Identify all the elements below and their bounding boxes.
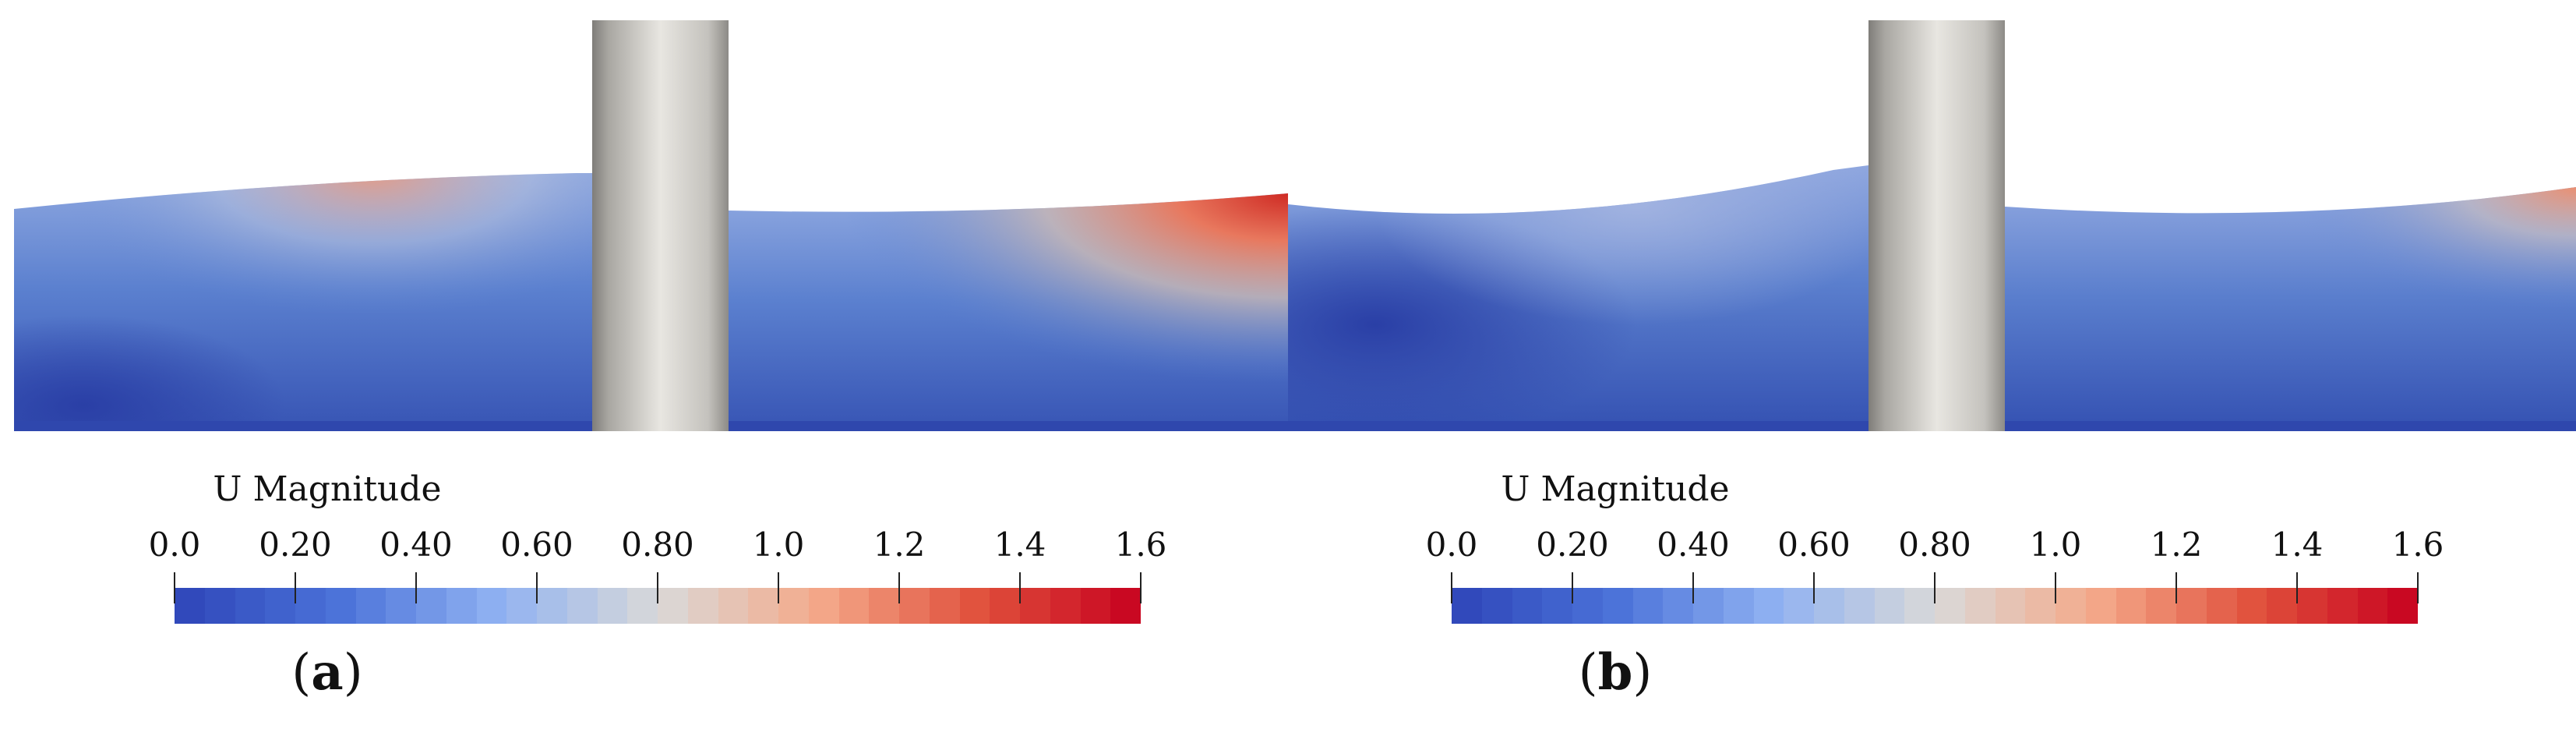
colorbar-tick-mark — [2175, 572, 2177, 603]
colorbar-tick-label: 1.2 — [873, 526, 926, 564]
colorbar-tick-label: 1.4 — [993, 526, 1046, 564]
colorbar-b — [1452, 588, 2418, 624]
colorbar-tick-label: 0.60 — [1777, 526, 1851, 564]
colorbar-tick-label: 0.40 — [379, 526, 453, 564]
colorbar-tick-mark — [2417, 572, 2419, 603]
colorbar-title-b: U Magnitude — [1501, 469, 1730, 509]
colorbar-tick-mark — [1813, 572, 1815, 603]
colorbar-tick-label: 1.0 — [752, 526, 805, 564]
velocity-field-a — [14, 20, 1288, 431]
colorbar-tick-label: 0.40 — [1657, 526, 1730, 564]
colorbar-tick-mark — [657, 572, 658, 603]
colorbar-tick-mark — [174, 572, 175, 603]
colorbar-tick-mark — [1572, 572, 1573, 603]
colorbar-tick-mark — [1934, 572, 1936, 603]
colorbar-tick-mark — [898, 572, 900, 603]
colorbar-tick-label: 1.2 — [2150, 526, 2203, 564]
colorbar-tick-label: 0.60 — [500, 526, 573, 564]
colorbar-tick-mark — [1451, 572, 1452, 603]
cylinder-a — [592, 20, 729, 431]
colorbar-tick-mark — [415, 572, 417, 603]
colorbar-tick-mark — [2296, 572, 2298, 603]
colorbar-tick-label: 0.20 — [1536, 526, 1609, 564]
panel-label-a: (a) — [291, 643, 363, 702]
colorbar-tick-label: 0.0 — [148, 526, 201, 564]
colorbar-a — [175, 588, 1141, 624]
cylinder-b — [1868, 20, 2005, 431]
colorbar-tick-mark — [778, 572, 779, 603]
colorbar-tick-label: 0.80 — [621, 526, 694, 564]
panel-label-b: (b) — [1578, 643, 1653, 702]
panel-b: U Magnitude (b) 0.0 0.20 0.40 0.60 0.80 1.0 1.… — [1288, 0, 2576, 729]
colorbar-tick-label: 1.4 — [2271, 526, 2324, 564]
colorbar-tick-mark — [1140, 572, 1142, 603]
panel-a: U Magnitude (a) 0.0 0.20 0.40 0.60 0.80 1.0 1.… — [14, 20, 1288, 702]
colorbar-tick-mark — [2055, 572, 2056, 603]
colorbar-tick-label: 0.80 — [1898, 526, 1971, 564]
colorbar-tick-label: 0.20 — [259, 526, 332, 564]
colorbar-tick-label: 0.0 — [1425, 526, 1478, 564]
colorbar-tick-mark — [1019, 572, 1021, 603]
colorbar-tick-mark — [1692, 572, 1694, 603]
colorbar-title-a: U Magnitude — [213, 469, 442, 509]
colorbar-tick-label: 1.6 — [1114, 526, 1167, 564]
colorbar-tick-label: 1.6 — [2391, 526, 2444, 564]
colorbar-tick-mark — [295, 572, 296, 603]
colorbar-tick-mark — [536, 572, 538, 603]
colorbar-tick-label: 1.0 — [2029, 526, 2082, 564]
velocity-field-b — [1288, 20, 2576, 431]
